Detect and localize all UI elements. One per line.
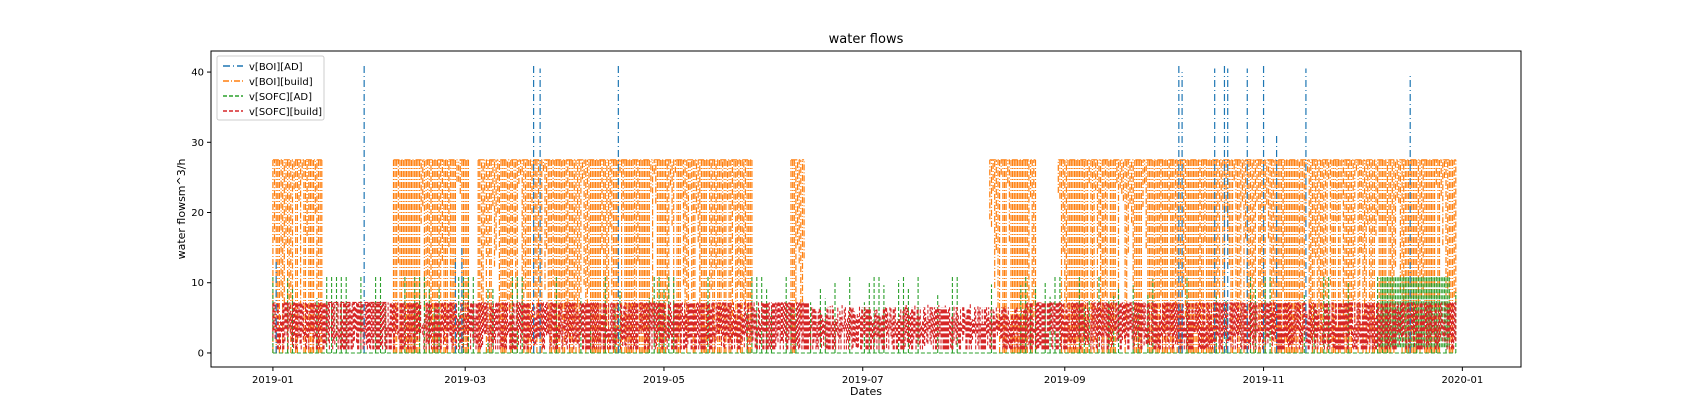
x-tick-label: 2019-11 xyxy=(1243,375,1285,386)
y-axis: 0 10 20 30 40 xyxy=(191,68,211,359)
x-axis-label: Dates xyxy=(850,385,882,398)
legend-label: v[BOI][build] xyxy=(249,77,313,88)
legend-label: v[SOFC][build] xyxy=(249,107,322,118)
x-tick-label: 2020-01 xyxy=(1441,375,1483,386)
y-tick-label: 10 xyxy=(191,278,204,289)
x-tick-label: 2019-01 xyxy=(252,375,294,386)
legend-frame xyxy=(216,55,325,121)
series-boi-build-line xyxy=(272,159,1457,353)
series-sofc-build xyxy=(272,301,1457,350)
x-tick-label: 2019-05 xyxy=(643,375,685,386)
chart-title: water flows xyxy=(829,32,904,47)
plot-area xyxy=(272,65,1457,354)
series-sofc-build-line xyxy=(272,301,1457,350)
x-axis: 2019-01 2019-03 2019-05 2019-07 2019-09 2019-… xyxy=(252,367,1483,386)
y-tick-label: 20 xyxy=(191,208,204,219)
y-tick-label: 30 xyxy=(191,138,204,149)
y-tick-label: 0 xyxy=(198,348,204,359)
y-axis-label: water flowsm^3/h xyxy=(175,159,188,260)
series-boi-ad xyxy=(275,65,1411,353)
legend: v[BOI][AD] v[BOI][build] v[SOFC][AD] v[SOFC… xyxy=(216,55,325,121)
series-boi-build xyxy=(272,159,1457,353)
legend-label: v[BOI][AD] xyxy=(249,62,303,73)
x-tick-label: 2019-07 xyxy=(842,375,884,386)
x-tick-label: 2019-03 xyxy=(444,375,486,386)
legend-label: v[SOFC][AD] xyxy=(249,92,312,103)
x-tick-label: 2019-09 xyxy=(1044,375,1086,386)
y-tick-label: 40 xyxy=(191,68,204,79)
plot-frame xyxy=(210,50,1522,368)
